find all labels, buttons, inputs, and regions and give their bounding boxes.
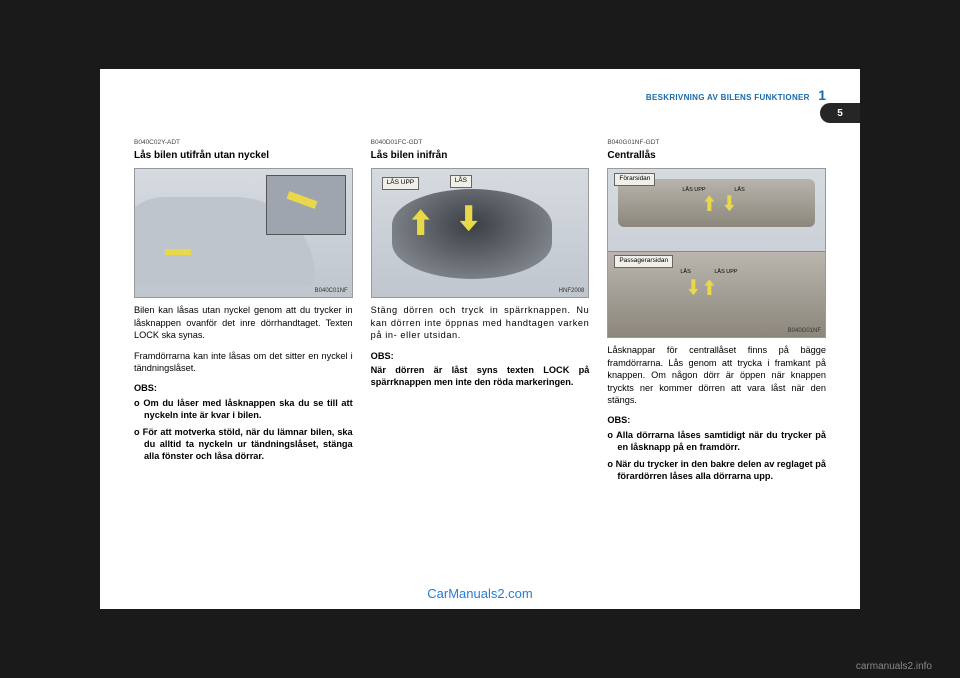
list-item: För att motverka stöld, när du lämnar bi… xyxy=(134,426,353,463)
figure-door-handle: LÅS UPP LÅS HNF2008 xyxy=(371,168,590,298)
page-number: 5 xyxy=(837,108,843,119)
list-item: Alla dörrarna låses samtidigt när du try… xyxy=(607,429,826,454)
header-right: BESKRIVNING AV BILENS FUNKTIONER 1 xyxy=(646,87,826,105)
label-lock: LÅS xyxy=(734,187,744,194)
column-title: Lås bilen utifrån utan nyckel xyxy=(134,149,353,163)
list-item: När du trycker in den bakre delen av reg… xyxy=(607,458,826,483)
label-unlock: LÅS UPP xyxy=(714,269,737,276)
handle-panel-shape xyxy=(392,189,552,279)
page-number-tab: 5 xyxy=(820,103,860,123)
column-title: Centrallås xyxy=(607,149,826,163)
figure-car-exterior: B040C01NF xyxy=(134,168,353,298)
manual-page: BESKRIVNING AV BILENS FUNKTIONER 1 5 B04… xyxy=(100,69,860,609)
figure-caption: B040G01NF xyxy=(788,327,821,335)
door-handle-inset xyxy=(266,175,346,235)
paragraph: Bilen kan låsas utan nyckel genom att du… xyxy=(134,304,353,341)
doc-code: B040C02Y-ADT xyxy=(134,139,353,148)
doc-code: B040D01FC-GDT xyxy=(371,139,590,148)
figure-central-lock: Förarsidan LÅS UPP LÅS Passagerarsidan L… xyxy=(607,168,826,338)
watermark: CarManuals2.com xyxy=(427,586,533,601)
paragraph: Stäng dörren och tryck in spärrknappen. … xyxy=(371,304,590,341)
label-unlock: LÅS UPP xyxy=(682,187,705,194)
obs-text: När dörren är låst syns texten LOCK på s… xyxy=(371,364,590,389)
label-lock: LÅS xyxy=(450,175,472,188)
label-unlock: LÅS UPP xyxy=(382,177,419,190)
column-title: Lås bilen inifrån xyxy=(371,149,590,163)
label-lock: LÅS xyxy=(680,269,690,276)
column-1: B040C02Y-ADT Lås bilen utifrån utan nyck… xyxy=(134,139,353,486)
obs-heading: OBS: xyxy=(134,382,353,394)
driver-armrest-shape xyxy=(618,179,815,227)
obs-list: Alla dörrarna låses samtidigt när du try… xyxy=(607,429,826,483)
label-passenger-side: Passagerarsidan xyxy=(614,255,673,268)
paragraph: Låsknappar för centrallåset finns på bäg… xyxy=(607,344,826,406)
obs-heading: OBS: xyxy=(607,414,826,426)
section-label: BESKRIVNING AV BILENS FUNKTIONER xyxy=(646,93,810,102)
obs-heading: OBS: xyxy=(371,350,590,362)
section-number: 1 xyxy=(818,87,826,103)
figure-caption: B040C01NF xyxy=(315,287,348,295)
figure-caption: HNF2008 xyxy=(559,287,585,295)
content-columns: B040C02Y-ADT Lås bilen utifrån utan nyck… xyxy=(134,139,826,486)
list-item: Om du låser med låsknappen ska du se til… xyxy=(134,397,353,422)
arrow-icon xyxy=(165,249,191,255)
doc-code: B040G01NF-GDT xyxy=(607,139,826,148)
site-footer: carmanuals2.info xyxy=(856,661,932,672)
paragraph: Framdörrarna kan inte låsas om det sitte… xyxy=(134,350,353,375)
label-front-side: Förarsidan xyxy=(614,173,655,186)
column-3: B040G01NF-GDT Centrallås Förarsidan LÅS … xyxy=(607,139,826,486)
arrow-icon xyxy=(286,191,317,209)
column-2: B040D01FC-GDT Lås bilen inifrån LÅS UPP … xyxy=(371,139,590,486)
obs-list: Om du låser med låsknappen ska du se til… xyxy=(134,397,353,463)
